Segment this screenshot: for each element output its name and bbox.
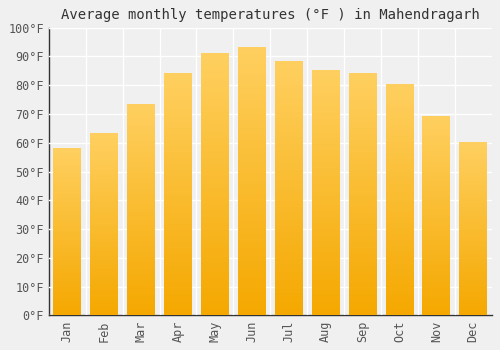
Title: Average monthly temperatures (°F ) in Mahendragarh: Average monthly temperatures (°F ) in Ma… xyxy=(61,8,480,22)
